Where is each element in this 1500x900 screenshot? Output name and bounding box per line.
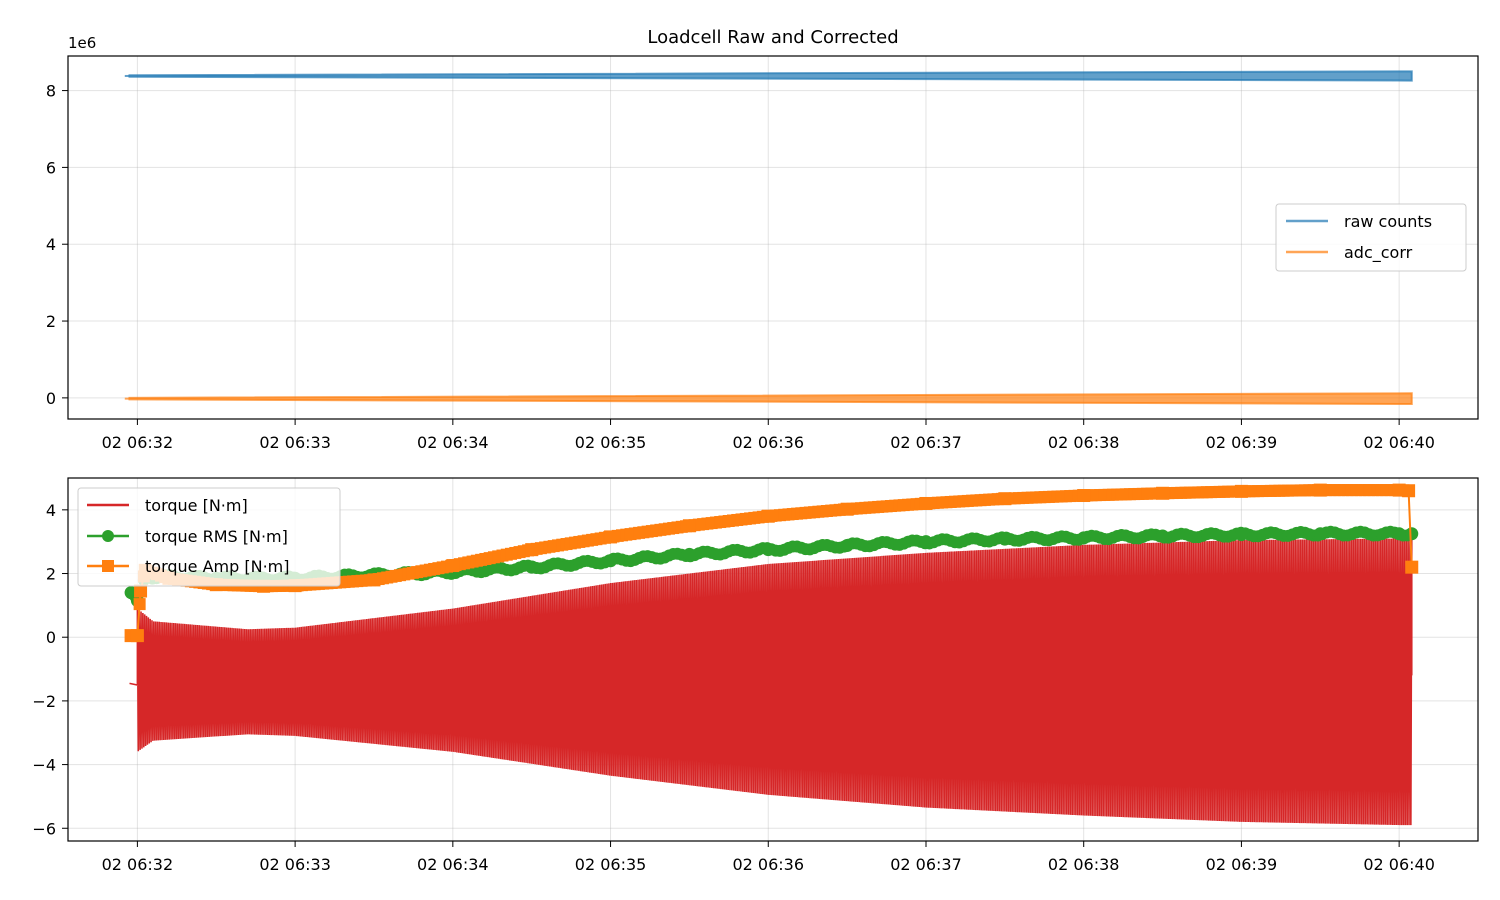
bottom-legend: torque [N·m] torque RMS [N·m] torque Amp… xyxy=(77,487,341,587)
series-torque-rms-point xyxy=(840,539,854,553)
top-x-tick-label: 02 06:40 xyxy=(1363,433,1435,452)
series-raw-counts xyxy=(128,70,1413,82)
top-y-tick-label: 0 xyxy=(46,389,56,408)
bottom-y-tick-label: 4 xyxy=(46,501,56,520)
top-grid xyxy=(68,56,1478,419)
series-torque-amp-point xyxy=(446,559,460,573)
bottom-x-tick-label: 02 06:35 xyxy=(575,855,647,874)
top-chart-title: Loadcell Raw and Corrected xyxy=(647,27,898,48)
series-torque-amp-point xyxy=(682,519,696,533)
bottom-y-tick-label: −6 xyxy=(32,819,56,838)
series-torque-rms-point xyxy=(1234,528,1248,542)
top-x-tick-label: 02 06:39 xyxy=(1206,433,1278,452)
series-torque-amp-point xyxy=(525,543,539,557)
top-x-tick-label: 02 06:38 xyxy=(1048,433,1120,452)
bottom-x-tick-label: 02 06:38 xyxy=(1048,855,1120,874)
legend-label-torque-rms: torque RMS [N·m] xyxy=(145,527,288,546)
series-torque-amp-point xyxy=(133,598,146,611)
series-torque-rms-point xyxy=(1077,531,1091,545)
bottom-y-tick-label: −4 xyxy=(32,756,56,775)
bottom-x-tick-label: 02 06:34 xyxy=(417,855,489,874)
series-torque-amp-point xyxy=(367,573,381,587)
bottom-legend-box xyxy=(77,487,341,587)
series-torque-rms-point xyxy=(682,547,696,561)
subplot-torque: 02 06:32 02 06:33 02 06:34 02 06:35 02 06:36… xyxy=(32,477,1479,874)
series-torque-amp-point xyxy=(919,496,933,510)
top-plot-frame xyxy=(67,55,1479,420)
top-x-tick-label: 02 06:37 xyxy=(890,433,962,452)
series-torque-rms-point xyxy=(525,560,539,574)
subplot-loadcell: 02 06:32 02 06:33 02 06:34 02 06:35 02 06:36… xyxy=(46,27,1479,452)
bottom-y-tick-label: 0 xyxy=(46,628,56,647)
top-series xyxy=(124,70,1413,406)
top-y-tick-label: 6 xyxy=(46,158,56,177)
series-torque-amp-point xyxy=(1313,483,1327,497)
series-torque-amp-point xyxy=(1156,486,1170,500)
top-legend: raw counts adc_corr xyxy=(1275,203,1467,272)
series-torque-rms-point xyxy=(1392,527,1406,541)
legend-marker-torque-rms xyxy=(102,530,114,542)
top-x-tick-label: 02 06:34 xyxy=(417,433,489,452)
bottom-x-tick-label: 02 06:32 xyxy=(102,855,174,874)
top-y-tick-label: 2 xyxy=(46,312,56,331)
bottom-y-tick-label: −2 xyxy=(32,692,56,711)
bottom-x-tick-label: 02 06:37 xyxy=(890,855,962,874)
series-torque-amp-point xyxy=(840,502,854,516)
top-y-offset-label: 1e6 xyxy=(68,34,96,52)
series-torque-rms-point xyxy=(1156,529,1170,543)
legend-label-raw-counts: raw counts xyxy=(1344,212,1432,231)
top-x-tick-label: 02 06:33 xyxy=(259,433,331,452)
series-torque-rms-point xyxy=(604,554,618,568)
series-torque-amp-point xyxy=(134,584,148,598)
series-torque-amp-point xyxy=(1405,560,1419,574)
series-torque-amp-point xyxy=(1077,489,1091,503)
top-y-tick-label: 4 xyxy=(46,235,56,254)
series-torque-rms-point xyxy=(1313,527,1327,541)
legend-marker-torque-amp xyxy=(102,560,114,572)
bottom-x-tick-label: 02 06:33 xyxy=(259,855,331,874)
series-torque-amp-point xyxy=(998,492,1012,506)
legend-label-torque: torque [N·m] xyxy=(145,496,248,515)
series-torque-rms-point xyxy=(919,535,933,549)
bottom-x-tick-label: 02 06:40 xyxy=(1363,855,1435,874)
series-torque-rms-point xyxy=(1405,527,1419,541)
series-adc-corr xyxy=(128,392,1413,406)
legend-label-torque-amp: torque Amp [N·m] xyxy=(145,557,289,576)
series-torque-amp-point xyxy=(604,530,618,544)
series-torque-amp-point xyxy=(1402,484,1416,498)
bottom-x-tick-label: 02 06:36 xyxy=(732,855,804,874)
top-x-tick-label: 02 06:32 xyxy=(102,433,174,452)
top-x-tick-label: 02 06:36 xyxy=(732,433,804,452)
legend-label-adc-corr: adc_corr xyxy=(1344,243,1413,263)
bottom-ticks: 02 06:32 02 06:33 02 06:34 02 06:35 02 06:36… xyxy=(32,501,1435,874)
top-y-tick-label: 8 xyxy=(46,82,56,101)
bottom-x-tick-label: 02 06:39 xyxy=(1206,855,1278,874)
series-torque xyxy=(129,538,1413,826)
series-torque-rms-point xyxy=(998,532,1012,546)
bottom-plot-frame xyxy=(67,477,1479,842)
series-torque-amp-point xyxy=(1234,484,1248,498)
series-torque-amp-point xyxy=(130,629,144,643)
series-torque-rms-point xyxy=(761,543,775,557)
top-x-tick-label: 02 06:35 xyxy=(575,433,647,452)
bottom-y-tick-label: 2 xyxy=(46,565,56,584)
series-torque-amp-point xyxy=(761,509,775,523)
top-ticks: 02 06:32 02 06:33 02 06:34 02 06:35 02 06:36… xyxy=(46,82,1435,452)
